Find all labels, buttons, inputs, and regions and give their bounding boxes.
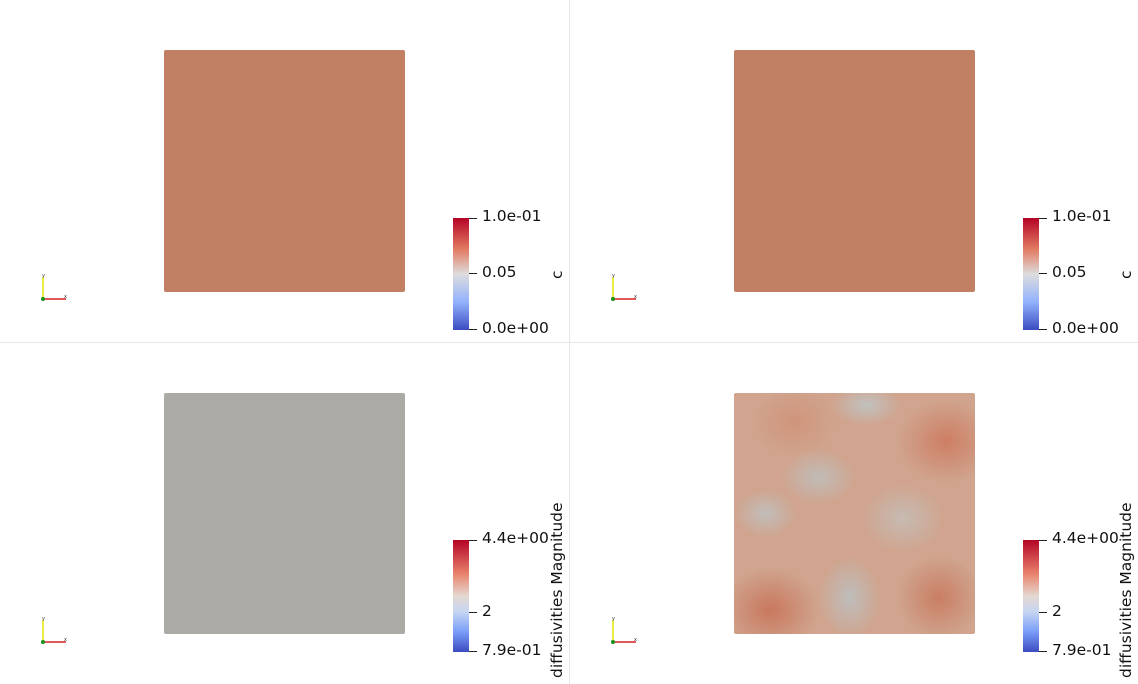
color-legend-max-label: 1.0e-01: [482, 207, 542, 225]
color-legend-tick-mid: [469, 612, 477, 613]
orientation-axes-icon: y x: [611, 273, 637, 301]
color-legend-tick-min: [469, 651, 477, 652]
color-legend-tick-max: [469, 540, 477, 541]
color-legend-mid-label: 2: [1052, 602, 1062, 620]
color-legend-mid-label: 0.05: [482, 263, 517, 281]
color-legend-min-label: 7.9e-01: [482, 641, 542, 659]
color-legend-max-label: 4.4e+00: [482, 529, 549, 547]
svg-text:y: y: [42, 616, 45, 622]
color-legend-tick-mid: [1039, 273, 1047, 274]
color-legend-tick-min: [469, 329, 477, 330]
orientation-axes-icon: y x: [41, 616, 67, 644]
svg-text:y: y: [612, 616, 615, 622]
color-legend-min-label: 0.0e+00: [482, 319, 549, 337]
color-legend-tick-max: [1039, 540, 1047, 541]
color-legend-mid-label: 2: [482, 602, 492, 620]
viewport-separator-horizontal[interactable]: [0, 342, 1138, 343]
svg-text:x: x: [64, 637, 67, 643]
orientation-axes-icon: y x: [611, 616, 637, 644]
svg-text:x: x: [634, 294, 637, 300]
color-legend-max-label: 4.4e+00: [1052, 529, 1119, 547]
orientation-axes-icon: y x: [41, 273, 67, 301]
diffusivities-field-surface: [164, 393, 405, 634]
color-legend-title: c: [548, 270, 566, 279]
color-legend-title: diffusivities Magnitude: [548, 502, 566, 678]
svg-text:y: y: [42, 273, 45, 279]
color-legend-bar: [1023, 218, 1039, 330]
svg-text:x: x: [634, 637, 637, 643]
color-legend-mid-label: 0.05: [1052, 263, 1087, 281]
render-view-bottom-right[interactable]: 4.4e+00 2 7.9e-01 diffusivities Magnitud…: [570, 343, 1138, 684]
color-legend-tick-min: [1039, 329, 1047, 330]
color-legend-tick-min: [1039, 651, 1047, 652]
render-view-bottom-left[interactable]: 4.4e+00 2 7.9e-01 diffusivities Magnitud…: [0, 343, 569, 684]
render-view-top-right[interactable]: 1.0e-01 0.05 0.0e+00 c y x: [570, 0, 1138, 342]
color-legend-bar: [453, 540, 469, 652]
color-legend-min-label: 0.0e+00: [1052, 319, 1119, 337]
color-legend-min-label: 7.9e-01: [1052, 641, 1112, 659]
svg-text:y: y: [612, 273, 615, 279]
render-view-top-left[interactable]: 1.0e-01 0.05 0.0e+00 c y x: [0, 0, 569, 342]
color-legend-max-label: 1.0e-01: [1052, 207, 1112, 225]
color-legend-tick-mid: [1039, 612, 1047, 613]
c-field-surface: [734, 50, 975, 292]
color-legend-tick-max: [469, 218, 477, 219]
color-legend-bar: [1023, 540, 1039, 652]
color-legend-title: c: [1117, 270, 1135, 279]
color-legend-title: diffusivities Magnitude: [1117, 502, 1135, 678]
c-field-surface: [164, 50, 405, 292]
svg-text:x: x: [64, 294, 67, 300]
color-legend-tick-max: [1039, 218, 1047, 219]
color-legend-tick-mid: [469, 273, 477, 274]
diffusivities-field-surface: [734, 393, 975, 634]
color-legend-bar: [453, 218, 469, 330]
